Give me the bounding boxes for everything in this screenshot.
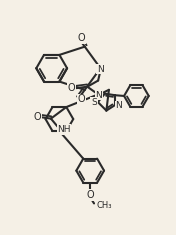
- Text: O: O: [86, 190, 94, 200]
- Text: N: N: [96, 91, 102, 100]
- Text: O: O: [67, 83, 75, 93]
- Text: N: N: [97, 65, 104, 74]
- Text: CH₃: CH₃: [96, 201, 112, 210]
- Text: NH: NH: [57, 125, 71, 134]
- Text: O: O: [77, 33, 85, 43]
- Text: S: S: [91, 98, 97, 107]
- Text: N: N: [115, 102, 122, 110]
- Text: O: O: [33, 112, 41, 122]
- Text: O: O: [77, 94, 85, 105]
